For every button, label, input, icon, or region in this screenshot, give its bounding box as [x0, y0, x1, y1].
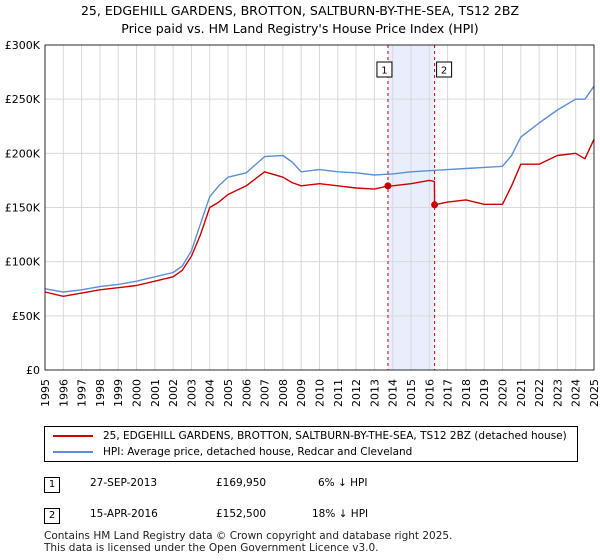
transaction-price: £152,500 [216, 508, 267, 520]
plot-frame [44, 44, 595, 371]
sale-label-text: 1 [381, 66, 387, 77]
x-tick-label: 2004 [204, 379, 217, 407]
footer-copyright: Contains HM Land Registry data © Crown c… [44, 530, 453, 542]
transaction-price: £169,950 [216, 477, 267, 489]
x-tick-label: 2010 [314, 379, 327, 407]
x-tick-label: 1996 [57, 379, 70, 407]
y-tick-label: £100K [5, 256, 41, 269]
y-tick-label: £200K [5, 147, 41, 160]
footer-license: This data is licensed under the Open Gov… [44, 542, 379, 554]
transaction-marker-2: 2 [44, 508, 60, 524]
x-tick-label: 2021 [515, 379, 528, 407]
x-tick-label: 2023 [551, 379, 564, 407]
sale-point-2 [431, 201, 439, 209]
legend-swatch-property [53, 435, 93, 437]
legend-item-hpi: HPI: Average price, detached house, Redc… [53, 446, 412, 462]
x-tick-label: 1997 [76, 379, 89, 407]
x-tick-label: 1995 [39, 379, 52, 407]
x-tick-label: 2000 [131, 379, 144, 407]
x-tick-label: 2003 [185, 379, 198, 407]
legend: 25, EDGEHILL GARDENS, BROTTON, SALTBURN-… [44, 426, 578, 462]
y-tick-label: £50K [12, 310, 41, 323]
x-tick-label: 2017 [442, 379, 455, 407]
x-tick-label: 2014 [387, 379, 400, 407]
legend-label-property: 25, EDGEHILL GARDENS, BROTTON, SALTBURN-… [103, 430, 567, 442]
chart-title-line1: 25, EDGEHILL GARDENS, BROTTON, SALTBURN-… [80, 3, 520, 18]
legend-label-hpi: HPI: Average price, detached house, Redc… [103, 446, 413, 458]
x-tick-label: 1998 [94, 379, 107, 407]
x-tick-label: 2001 [149, 379, 162, 407]
x-tick-label: 2015 [405, 379, 418, 407]
property-price-line [44, 139, 595, 297]
sale-point-1 [384, 182, 392, 190]
x-tick-label: 2019 [478, 379, 491, 407]
x-tick-label: 2002 [167, 379, 180, 407]
transaction-marker-1: 1 [44, 477, 60, 493]
sale-label-box [376, 61, 393, 78]
x-tick-label: 2024 [570, 379, 583, 407]
sale-label-1: 1 [376, 61, 393, 78]
transaction-date: 27-SEP-2013 [90, 477, 158, 489]
x-tick-label: 2005 [222, 379, 235, 407]
transaction-hpi-diff: 6% ↓ HPI [318, 477, 368, 489]
x-tick-label: 2022 [533, 379, 546, 407]
y-tick-label: £0 [26, 364, 40, 377]
y-tick-label: £250K [5, 93, 41, 106]
x-tick-label: 2016 [423, 379, 436, 407]
legend-swatch-hpi [53, 451, 93, 453]
x-tick-label: 2007 [259, 379, 272, 407]
y-tick-label: £150K [5, 202, 41, 215]
footer: Contains HM Land Registry data © Crown c… [44, 530, 452, 554]
x-tick-label: 2008 [277, 379, 290, 407]
transaction-hpi-diff: 18% ↓ HPI [312, 508, 369, 520]
x-tick-label: 1999 [112, 379, 125, 407]
x-tick-label: 2013 [368, 379, 381, 407]
x-tick-label: 2020 [497, 379, 510, 407]
x-tick-label: 2025 [588, 379, 600, 407]
x-tick-label: 2011 [332, 379, 345, 407]
hpi-line [44, 85, 595, 293]
sale-label-text: 2 [441, 66, 447, 77]
sale-label-2: 2 [436, 61, 453, 78]
chart-title-line2: Price paid vs. HM Land Registry's House … [121, 21, 479, 36]
price-chart: £0 £50K £100K £150K £200K £250K £300K 1995 1996 1… [5, 39, 600, 407]
transaction-date: 15-APR-2016 [90, 508, 158, 520]
x-tick-label: 2012 [350, 379, 363, 407]
x-tick-label: 2009 [295, 379, 308, 407]
legend-item-property: 25, EDGEHILL GARDENS, BROTTON, SALTBURN-… [53, 430, 567, 446]
x-tick-label: 2006 [240, 379, 253, 407]
sale-label-box [436, 61, 453, 78]
x-tick-label: 2018 [460, 379, 473, 407]
y-tick-label: £300K [5, 39, 41, 52]
